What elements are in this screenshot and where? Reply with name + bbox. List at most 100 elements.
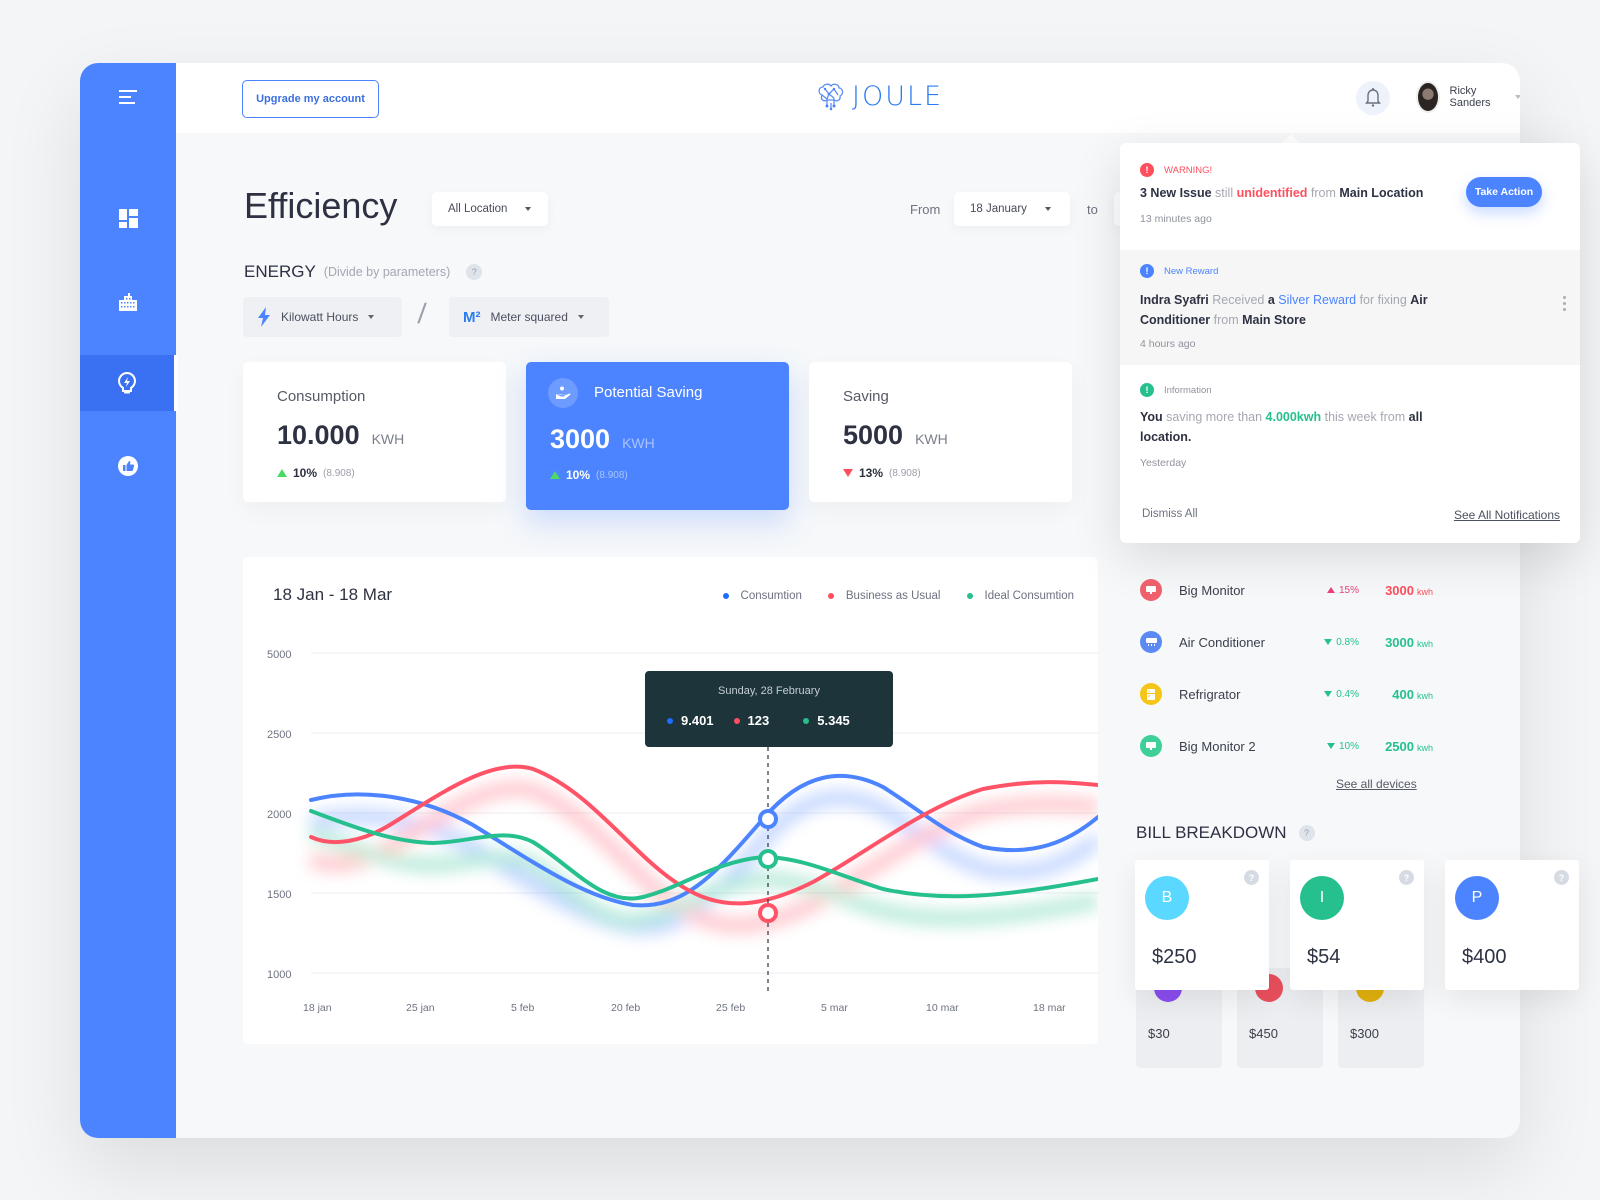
help-icon[interactable]: ?	[1554, 870, 1569, 885]
legend-ideal-consumption[interactable]: Ideal Consumtion	[966, 590, 1074, 602]
stat-card-potential-saving[interactable]: Potential Saving 3000 KWH 10% (8.908)	[526, 362, 789, 510]
device-row-refrigerator[interactable]: Refrigrator 0.4% 400 kwh	[1140, 679, 1440, 709]
energy-unit-value: Kilowatt Hours	[281, 310, 359, 324]
bill-amount: $54	[1307, 946, 1341, 968]
device-row-air-conditioner[interactable]: Air Conditioner 0.8% 3000 kwh	[1140, 627, 1440, 657]
take-action-button[interactable]: Take Action	[1466, 177, 1542, 207]
notification-reward[interactable]: ! New Reward Indra Syafri Received a Sil…	[1120, 250, 1580, 365]
see-all-notifications-link[interactable]: See All Notifications	[1453, 508, 1560, 522]
more-options-icon[interactable]	[1563, 296, 1566, 311]
chevron-down-icon	[525, 207, 532, 211]
text-strong: Indra Syafri	[1140, 293, 1209, 307]
text-highlight-green: 4.000kwh	[1265, 410, 1322, 424]
bill-card-b[interactable]: B ? $250	[1135, 860, 1269, 990]
top-bar: Upgrade my account JOULE Ricky Sanders	[176, 63, 1520, 133]
stat-card-saving[interactable]: Saving 5000 KWH 13% (8.908)	[809, 362, 1072, 502]
hamburger-icon	[119, 90, 137, 104]
stat-label: Potential Saving	[594, 384, 703, 401]
bill-avatar: I	[1300, 876, 1344, 920]
text-strong: Air Conditioner	[1140, 293, 1428, 327]
trend-up-icon	[1326, 587, 1335, 593]
sidebar-item-efficiency[interactable]	[80, 355, 178, 411]
device-value-unit: kwh	[1416, 586, 1433, 597]
line-chart-plot[interactable]	[243, 557, 1098, 1044]
notification-information[interactable]: ! Information You saving more than 4.000…	[1120, 365, 1580, 485]
legend-dot-icon	[827, 593, 834, 599]
energy-subtitle: (Divide by parameters)	[323, 265, 451, 279]
brain-network-icon	[818, 83, 844, 110]
y-tick: 5000	[267, 649, 292, 661]
user-name: Ricky Sanders	[1449, 85, 1491, 109]
bill-avatar: P	[1455, 876, 1499, 920]
bill-breakdown-title: BILL BREAKDOWN	[1136, 823, 1287, 842]
sidebar-item-feedback[interactable]	[80, 438, 176, 494]
trend-down-icon	[1324, 691, 1333, 697]
sidebar-item-buildings[interactable]	[80, 273, 176, 329]
tooltip-date: Sunday, 28 February	[718, 685, 820, 697]
menu-button[interactable]	[80, 69, 176, 125]
info-icon: !	[1140, 383, 1154, 397]
x-tick: 10 mar	[926, 1002, 959, 1014]
legend-business-as-usual[interactable]: Business as Usual	[827, 590, 941, 602]
area-unit-select[interactable]: M² Meter squared	[449, 297, 609, 337]
legend-consumption[interactable]: Consumtion	[722, 590, 802, 602]
x-tick: 25 feb	[716, 1002, 746, 1014]
device-row-big-monitor[interactable]: Big Monitor 15% 3000 kwh	[1140, 575, 1440, 605]
y-tick: 2500	[267, 729, 292, 741]
monitor-icon	[1140, 579, 1162, 601]
popover-arrow	[1281, 134, 1301, 144]
bill-card-p[interactable]: P ? $400	[1445, 860, 1579, 990]
notification-type: ! WARNING!	[1140, 163, 1212, 177]
help-icon[interactable]: ?	[1399, 870, 1414, 885]
device-row-big-monitor-2[interactable]: Big Monitor 2 10% 2500 kwh	[1140, 731, 1440, 761]
upgrade-account-button[interactable]: Upgrade my account	[242, 80, 379, 118]
dismiss-all-button[interactable]: Dismiss All	[1142, 508, 1198, 520]
x-tick: 18 jan	[303, 1002, 332, 1014]
notification-type-label: Information	[1164, 384, 1212, 396]
stat-card-consumption[interactable]: Consumption 10.000 KWH 10% (8.908)	[243, 362, 506, 502]
device-value-number: 3000	[1385, 582, 1414, 598]
location-select[interactable]: All Location	[432, 192, 548, 226]
alert-icon: !	[1140, 163, 1154, 177]
bill-card-i[interactable]: I ? $54	[1290, 860, 1424, 990]
dashboard-grid-icon	[118, 208, 138, 228]
device-trend: 15%	[1299, 585, 1359, 596]
air-conditioner-icon	[1140, 631, 1162, 653]
device-value-unit: kwh	[1416, 638, 1433, 649]
notification-message: You saving more than 4.000kwh this week …	[1140, 407, 1440, 447]
help-icon[interactable]: ?	[466, 264, 483, 280]
sidebar-item-dashboard[interactable]	[80, 190, 176, 246]
user-menu[interactable]: Ricky Sanders	[1416, 81, 1520, 113]
chevron-down-icon	[577, 315, 584, 319]
x-tick: 5 mar	[821, 1002, 848, 1014]
notification-warning[interactable]: ! WARNING! 3 New Issue still unidentifie…	[1120, 143, 1580, 250]
legend-dot-icon	[722, 593, 729, 599]
see-all-devices-link[interactable]: See all devices	[1336, 777, 1417, 791]
y-tick: 1000	[267, 969, 292, 981]
bill-amount: $250	[1152, 946, 1197, 968]
x-tick: 20 feb	[611, 1002, 641, 1014]
bill-amount: $300	[1350, 1026, 1379, 1041]
tooltip-value-bau: 123	[747, 713, 770, 728]
x-tick: 25 jan	[406, 1002, 435, 1014]
brand-logo[interactable]: JOULE	[816, 81, 943, 112]
notification-time: 13 minutes ago	[1140, 213, 1212, 225]
device-trend-pct: 0.8%	[1336, 636, 1359, 648]
energy-unit-select[interactable]: Kilowatt Hours	[243, 297, 402, 337]
trend-percent: 10%	[566, 468, 591, 482]
device-value: 3000 kwh	[1359, 635, 1433, 650]
help-icon[interactable]: ?	[1298, 825, 1315, 841]
help-icon[interactable]: ?	[1244, 870, 1259, 885]
hand-coin-icon	[548, 378, 578, 408]
notifications-button[interactable]	[1356, 81, 1390, 115]
notification-message: Indra Syafri Received a Silver Reward fo…	[1140, 290, 1440, 330]
from-date-select[interactable]: 18 January	[954, 192, 1070, 226]
energy-chart-card: 18 Jan - 18 Mar Consumtion Business as U…	[243, 557, 1098, 1044]
bell-icon	[1365, 88, 1381, 107]
device-name: Big Monitor	[1179, 582, 1245, 598]
trend-down-icon	[1326, 743, 1335, 749]
bill-avatar: B	[1145, 876, 1189, 920]
trend-down-icon	[1324, 639, 1333, 645]
bill-amount: $450	[1249, 1026, 1278, 1041]
chart-tooltip: Sunday, 28 February 9.401 123 5.345	[645, 671, 893, 747]
